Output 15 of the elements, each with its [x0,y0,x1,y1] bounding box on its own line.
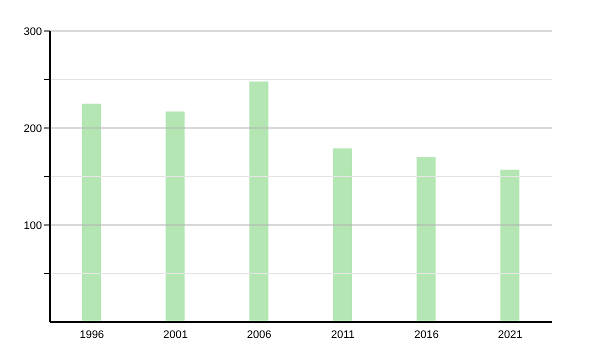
x-tick-label: 2016 [414,328,439,341]
y-tick-label: 100 [24,220,42,232]
bar [416,157,436,322]
bar [249,81,268,322]
x-tick-label: 2021 [498,328,522,341]
x-tick-label: 2011 [331,328,355,341]
bar [166,112,185,322]
x-tick-label: 2001 [163,328,188,341]
bar [82,104,101,322]
x-tick-label: 1996 [80,328,104,341]
y-tick-label: 200 [24,122,42,135]
x-tick-label: 2006 [246,328,272,341]
bar [500,170,520,322]
bar [333,148,352,322]
y-tick-label: 300 [24,26,42,38]
